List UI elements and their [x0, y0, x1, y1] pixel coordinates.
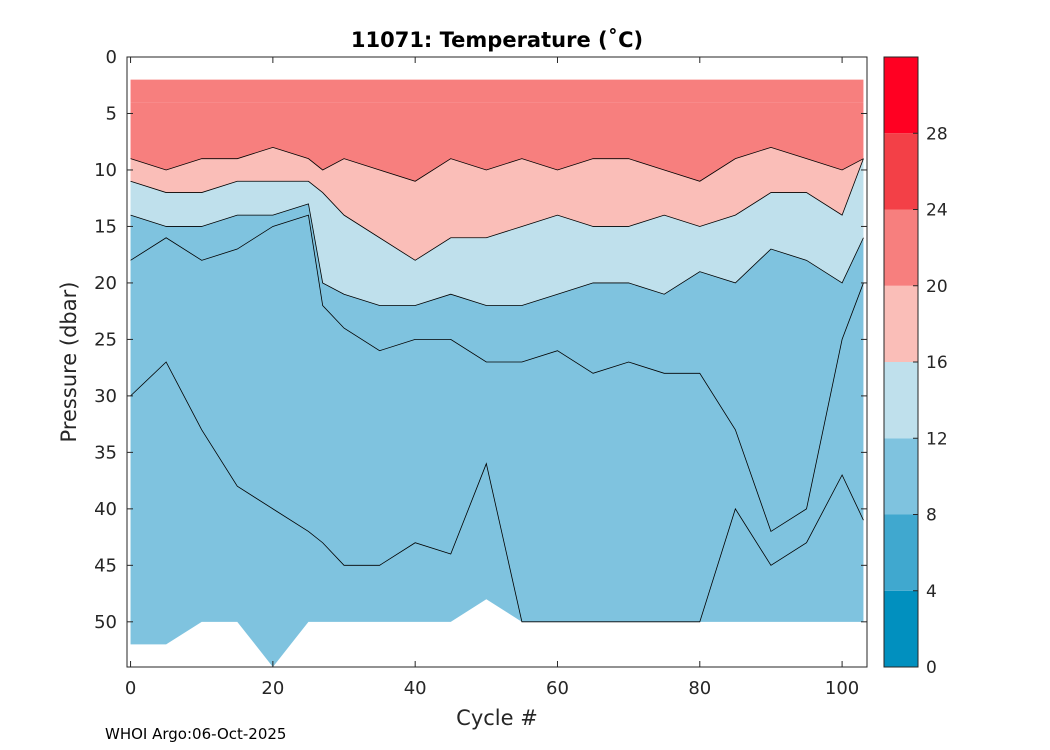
isotherm-line — [130, 214, 864, 533]
contour-band — [130, 147, 864, 261]
isotherm-line — [130, 158, 864, 261]
x-tick-label: 60 — [546, 678, 569, 699]
footer-credit: WHOI Argo:06-Oct-2025 — [105, 725, 287, 743]
isotherm-line — [130, 146, 864, 182]
y-tick-label: 20 — [94, 273, 117, 294]
contour-band — [130, 203, 864, 532]
colorbar-tick-label: 28 — [926, 124, 948, 144]
y-tick-label: 15 — [94, 216, 117, 237]
plot-area — [130, 79, 864, 667]
x-tick-label: 40 — [404, 678, 427, 699]
x-tick-label: 80 — [688, 678, 711, 699]
colorbar-segment — [884, 590, 918, 667]
x-tick-label: 100 — [825, 678, 859, 699]
plot-frame — [126, 56, 868, 668]
y-tick-label: 50 — [94, 612, 117, 633]
y-tick-label: 0 — [106, 47, 117, 68]
y-tick-label: 5 — [106, 103, 117, 124]
colorbar-segment — [884, 209, 918, 286]
colorbar-segment — [884, 362, 918, 439]
y-axis-label: Pressure (dbar) — [57, 282, 81, 443]
colorbar-tick-label: 12 — [926, 429, 948, 449]
colorbar-tick-label: 8 — [926, 506, 937, 526]
y-tick-label: 35 — [94, 442, 117, 463]
colorbar-tick-label: 0 — [926, 658, 937, 678]
contour-band — [130, 362, 864, 667]
y-tick-label: 40 — [94, 499, 117, 520]
x-tick-label: 0 — [125, 678, 136, 699]
colorbar-segment — [884, 514, 918, 591]
colorbar-tick-label: 4 — [926, 582, 937, 602]
isotherm-line — [130, 361, 864, 623]
x-axis-label: Cycle # — [456, 706, 538, 730]
y-tick-label: 30 — [94, 386, 117, 407]
colorbar-tick-label: 24 — [926, 201, 948, 221]
contour-band — [130, 79, 864, 103]
colorbar-segment — [884, 438, 918, 515]
contour-band — [130, 158, 864, 306]
y-tick-label: 25 — [94, 329, 117, 350]
chart-title: 11071: Temperature (˚C) — [351, 28, 643, 52]
colorbar-segment — [884, 133, 918, 210]
contour-band — [130, 102, 864, 182]
y-tick-label: 10 — [94, 160, 117, 181]
colorbar: 0 4 8 12 16 20 24 28 — [883, 56, 948, 678]
y-tick-label: 45 — [94, 555, 117, 576]
isotherm-line — [130, 203, 864, 306]
contour-band — [130, 215, 864, 622]
colorbar-tick-label: 16 — [926, 353, 948, 373]
x-tick-label: 20 — [261, 678, 284, 699]
colorbar-tick-label: 20 — [926, 277, 948, 297]
colorbar-segment — [884, 57, 918, 134]
axes: 0 20 40 60 80 100 0 5 10 15 20 25 30 35 40 45 50 — [94, 47, 868, 699]
colorbar-segment — [884, 285, 918, 362]
